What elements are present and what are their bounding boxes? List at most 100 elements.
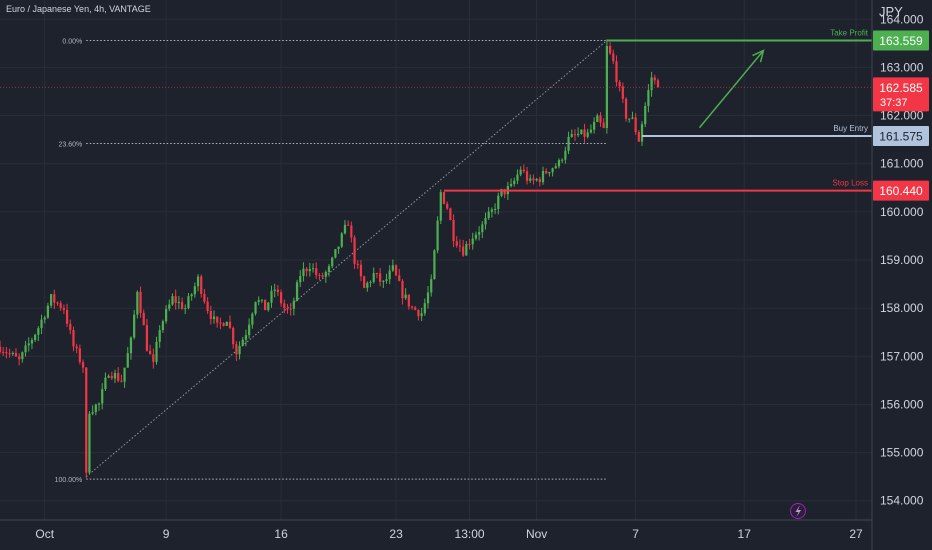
price-tick-label: 156.000 [880, 397, 924, 411]
candle [551, 168, 554, 173]
candle [254, 302, 257, 314]
candle [273, 289, 276, 291]
last-price-value: 162.585 [879, 81, 923, 95]
candle [398, 275, 401, 281]
candle [72, 329, 75, 347]
candle [187, 296, 190, 309]
last-price-tag [873, 77, 929, 112]
price-tick-label: 164.000 [880, 12, 924, 26]
candle [184, 308, 187, 310]
candle [161, 321, 165, 331]
fib-level-label: 100.00% [55, 477, 83, 484]
candle [436, 220, 439, 251]
candle [621, 86, 624, 99]
candle [478, 232, 481, 235]
fib-level-label: 23.60% [58, 141, 82, 148]
candle [628, 118, 631, 120]
candle [69, 323, 72, 330]
trade-level-price-tag[interactable] [873, 30, 929, 51]
time-tick-label: 27 [849, 527, 863, 541]
candle [522, 169, 525, 172]
time-axis[interactable]: Oct 9 16 23 13:00 Nov 7 17 27 [35, 527, 863, 541]
candle [570, 134, 573, 137]
price-tick-label: 154.000 [880, 494, 924, 508]
candle [586, 132, 589, 137]
candle [270, 290, 273, 303]
candle [228, 321, 232, 328]
fib-retracement[interactable]: 0.00% 23.60% 100.00% [55, 38, 608, 484]
fib-trend-line[interactable] [85, 40, 608, 478]
candle [318, 275, 321, 277]
candle [49, 294, 53, 306]
candle [263, 299, 267, 311]
trade-level-price: 163.559 [879, 34, 923, 48]
candle [149, 350, 152, 355]
candle [209, 310, 212, 320]
time-tick-label: 23 [389, 527, 403, 541]
candle [295, 282, 299, 301]
candle-series [0, 39, 660, 479]
candle [65, 309, 69, 324]
price-tick-label: 163.000 [880, 60, 924, 74]
currency-label[interactable]: JPY [879, 4, 903, 19]
candle [561, 159, 564, 161]
candle [145, 325, 149, 351]
candle [113, 373, 117, 379]
candle [97, 403, 101, 405]
candle [43, 317, 46, 320]
candle [589, 129, 593, 133]
candle [382, 280, 385, 282]
candle [388, 270, 391, 280]
candle [24, 345, 27, 353]
candle [308, 269, 311, 272]
trade-level-price-tag[interactable] [873, 180, 929, 201]
candle [257, 300, 260, 303]
candle [573, 134, 577, 136]
trade-level-price: 161.575 [879, 130, 923, 144]
candle [474, 234, 478, 239]
trade-levels[interactable]: Take Profit Buy Entry Stop Loss [443, 28, 872, 192]
candle [244, 335, 248, 340]
candle [311, 268, 315, 270]
candle [168, 304, 171, 309]
price-axis[interactable]: 154.000 155.000 156.000 157.000 158.000 159.0… [873, 12, 929, 508]
candle [59, 303, 62, 309]
arrow-shaft[interactable] [698, 50, 764, 129]
candle [656, 80, 660, 88]
candle [356, 263, 359, 265]
candle [334, 249, 337, 258]
candle [235, 344, 238, 355]
candle [577, 133, 580, 136]
time-tick-label: 13:00 [455, 527, 485, 541]
candle [34, 334, 37, 340]
candle [267, 302, 270, 311]
candle [580, 129, 583, 134]
candle [446, 203, 449, 209]
candle [347, 224, 350, 226]
candle [592, 121, 596, 130]
candle [554, 166, 557, 169]
candle [136, 291, 139, 315]
candle [596, 115, 599, 122]
candle [615, 61, 618, 83]
candle [117, 373, 120, 381]
trade-level-label: Stop Loss [832, 179, 868, 188]
candle [289, 308, 292, 310]
candle [452, 219, 455, 242]
lightning-icon[interactable] [790, 503, 806, 519]
trade-level-label: Take Profit [830, 28, 869, 37]
arrow-head[interactable] [752, 49, 765, 63]
candle [634, 117, 637, 133]
candle [30, 339, 34, 344]
candle [18, 356, 21, 360]
candle [458, 245, 462, 247]
target-arrow[interactable] [698, 49, 765, 129]
candle [193, 286, 196, 295]
trade-level-price-tag[interactable] [873, 126, 929, 147]
candle [40, 319, 43, 329]
candle [152, 354, 155, 362]
candle [85, 367, 88, 473]
candle [468, 244, 471, 246]
candle [516, 174, 519, 181]
